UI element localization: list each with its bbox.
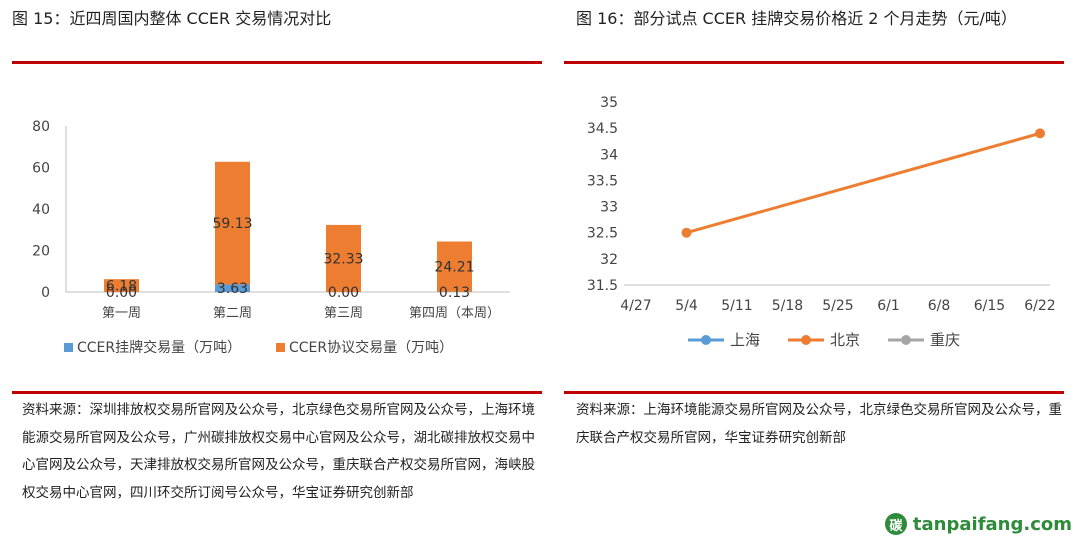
- legend-label: CCER协议交易量（万吨）: [289, 339, 453, 356]
- y-tick-label: 80: [32, 119, 50, 135]
- x-tick-label: 4/27: [620, 298, 651, 314]
- figure-16-top-rule: [564, 61, 1064, 64]
- figure-16-title: 图 16：部分试点 CCER 挂牌交易价格近 2 个月走势（元/吨）: [576, 9, 1017, 28]
- x-tick-label: 5/25: [822, 298, 853, 314]
- bar-listed: [215, 284, 250, 292]
- figure-16-line-chart: 31.5 32 32.5 33 33.5 34 34.5 35 4/27 5/4 5/11 5/18 5…: [587, 95, 1056, 349]
- x-tick-label: 5/18: [772, 298, 803, 314]
- legend-swatch: [276, 343, 285, 352]
- x-tick-label: 6/1: [877, 298, 900, 314]
- data-label-listed: 0.00: [328, 285, 359, 301]
- series-line-北京: [686, 131, 1041, 235]
- y-tick-label: 34: [600, 147, 618, 163]
- data-point: [681, 227, 692, 238]
- y-tick-label: 32: [600, 252, 618, 268]
- y-tick-label: 20: [32, 244, 50, 260]
- data-label-agreement: 59.13: [212, 216, 252, 232]
- x-tick-label: 5/11: [721, 298, 752, 314]
- legend-marker: [801, 335, 811, 345]
- y-tick-label: 40: [32, 202, 50, 218]
- figure-15-source: 资料来源：深圳排放权交易所官网及公众号，北京绿色交易所官网及公众号，上海环境能源…: [22, 402, 535, 501]
- legend-marker: [701, 335, 711, 345]
- legend-label: 上海: [730, 331, 760, 349]
- legend-swatch: [64, 343, 73, 352]
- bar-agreement: [437, 241, 472, 292]
- figure-15-title: 图 15：近四周国内整体 CCER 交易情况对比: [12, 9, 332, 28]
- y-tick-label: 33: [600, 200, 618, 216]
- legend-marker: [901, 335, 911, 345]
- bar-agreement: [104, 279, 139, 292]
- data-label-listed: 3.63: [217, 281, 248, 297]
- figure-16-source: 资料来源：上海环境能源交易所官网及公众号，北京绿色交易所官网及公众号，重庆联合产…: [576, 402, 1062, 446]
- data-point: [1035, 128, 1045, 139]
- y-tick-label: 33.5: [587, 173, 618, 189]
- x-tick-label: 5/4: [675, 298, 698, 314]
- y-tick-label: 31.5: [587, 278, 618, 294]
- data-label-listed: 0.00: [106, 285, 137, 301]
- data-label-agreement: 24.21: [434, 260, 474, 276]
- x-tick-label: 6/22: [1024, 298, 1055, 314]
- data-label-listed: 0.13: [439, 285, 470, 301]
- figure-16-panel: 图 16：部分试点 CCER 挂牌交易价格近 2 个月走势（元/吨） 31.5 3…: [560, 0, 1080, 543]
- figure-15-bottom-rule: [12, 391, 542, 394]
- legend-label: 北京: [830, 331, 860, 349]
- x-tick-label: 6/15: [974, 298, 1005, 314]
- legend-label: 重庆: [930, 331, 960, 349]
- y-tick-label: 0: [41, 285, 50, 301]
- y-tick-label: 35: [600, 95, 618, 111]
- bar-agreement: [326, 224, 361, 292]
- figure-16-bottom-rule: [564, 391, 1064, 394]
- y-tick-label: 32.5: [587, 226, 618, 242]
- x-tick-label: 6/8: [928, 298, 951, 314]
- site-logo-text: tanpaifang.com: [912, 513, 1072, 535]
- bar-agreement: [215, 161, 250, 285]
- x-tick-label: 第四周（本周）: [409, 306, 500, 321]
- figure-15-top-rule: [12, 61, 542, 64]
- x-tick-label: 第三周: [324, 306, 363, 321]
- data-label-agreement: 6.18: [106, 279, 137, 295]
- y-tick-label: 60: [32, 161, 50, 177]
- leaf-logo-icon: 碳: [884, 513, 907, 535]
- x-tick-label: 第二周: [213, 306, 252, 321]
- y-tick-label: 34.5: [587, 121, 618, 137]
- legend-label: CCER挂牌交易量（万吨）: [77, 339, 241, 356]
- figure-15-bar-chart: 0204060800.006.18第一周3.6359.13第二周0.0032.3…: [32, 119, 510, 356]
- data-label-agreement: 32.33: [323, 251, 363, 267]
- figure-15-panel: 图 15：近四周国内整体 CCER 交易情况对比 0 20 40 60 80 0.00 6.…: [12, 9, 542, 501]
- x-tick-label: 第一周: [102, 306, 141, 321]
- site-logo: 碳 tanpaifang.com: [884, 513, 1072, 535]
